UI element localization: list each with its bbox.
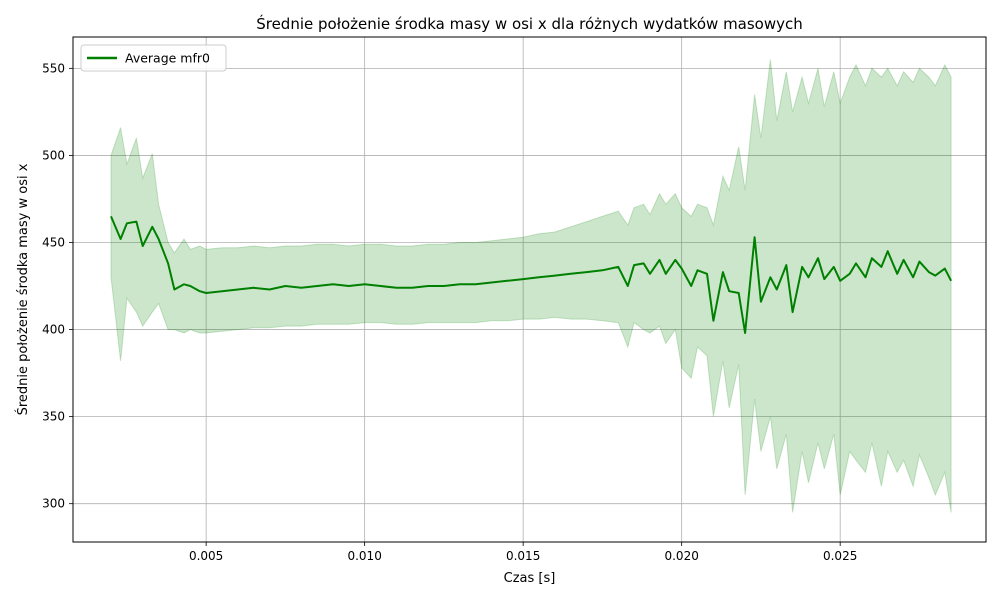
y-axis-label: Średnie położenie środka masy w osi x: [15, 163, 31, 415]
legend-box: [80, 44, 227, 72]
x-tick-label: 0.005: [189, 549, 223, 563]
x-tick-label: 0.025: [823, 549, 857, 563]
y-tick-label: 550: [42, 61, 65, 75]
x-tick-label: 0.020: [664, 549, 698, 563]
series-line-0: [110, 216, 952, 334]
y-tick-label: 450: [42, 235, 65, 249]
series-band-0: [110, 59, 952, 513]
plot-frame: [72, 36, 987, 543]
chart-title: Średnie położenie środka masy w osi x dl…: [256, 14, 803, 33]
x-tick-label: 0.010: [347, 549, 381, 563]
line-layer: [110, 216, 952, 334]
y-tick-label: 350: [42, 410, 65, 424]
y-tick-label: 400: [42, 323, 65, 337]
band-layer: [110, 59, 952, 513]
x-axis-label: Czas [s]: [504, 571, 556, 586]
y-tick-label: 500: [42, 148, 65, 162]
axis-ticks: 0.005 0.010 0.015 0.020 0.025 300 350 400 450 500…: [42, 61, 857, 563]
y-tick-label: 300: [42, 497, 65, 511]
legend: Average mfr0: [80, 44, 227, 72]
x-tick-label: 0.015: [506, 549, 540, 563]
legend-label: Average mfr0: [125, 51, 210, 66]
grid-lines: [73, 37, 986, 542]
